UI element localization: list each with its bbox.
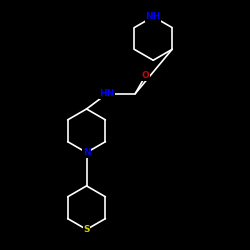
Text: S: S: [83, 225, 90, 234]
Text: NH: NH: [146, 12, 161, 21]
Text: N: N: [83, 148, 90, 157]
Text: O: O: [142, 71, 150, 80]
Text: HN: HN: [100, 89, 115, 98]
